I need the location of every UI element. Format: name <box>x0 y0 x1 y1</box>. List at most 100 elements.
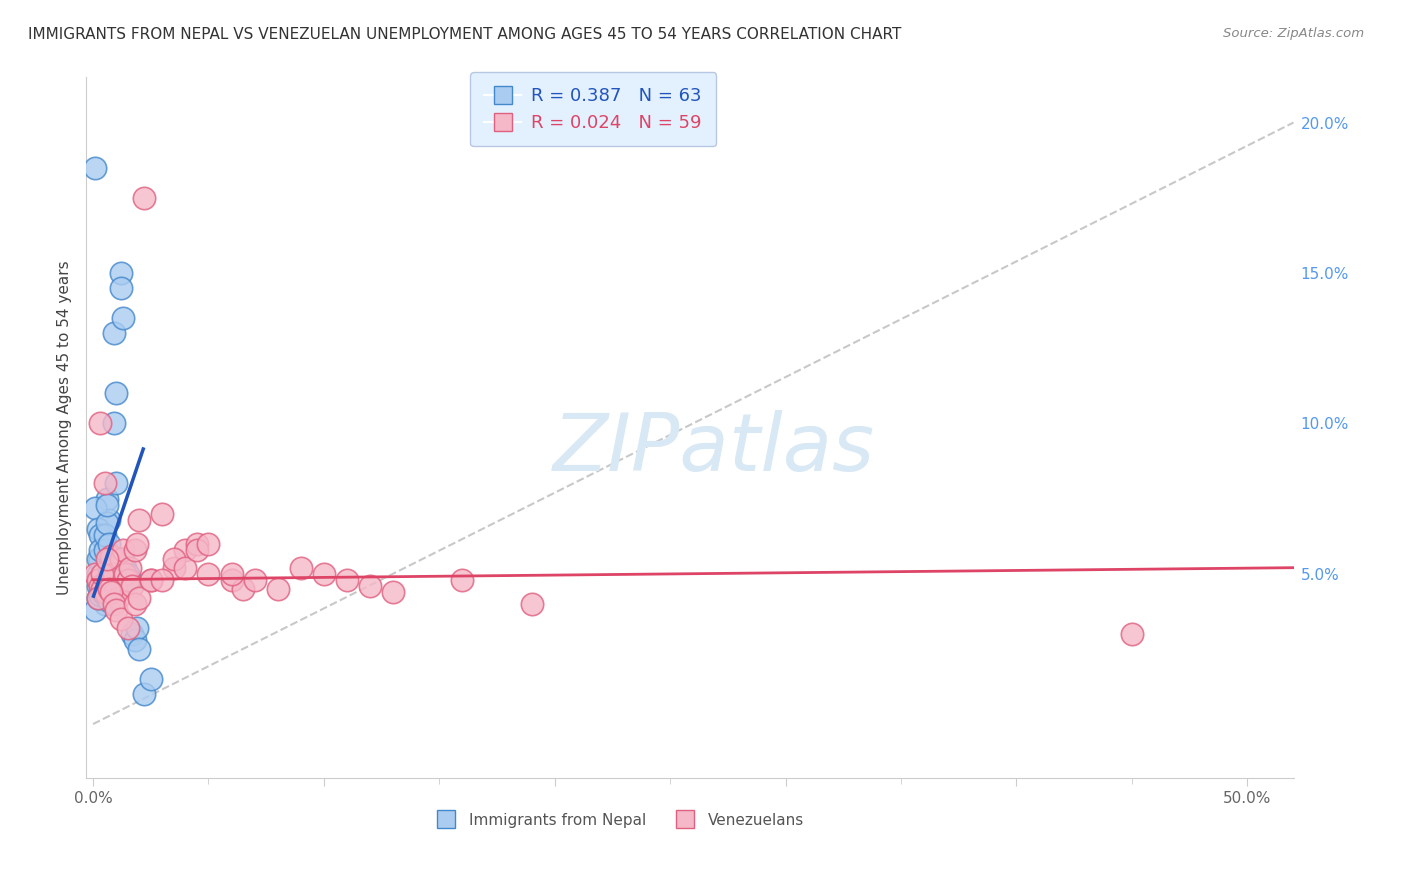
Point <box>128 591 150 605</box>
Point <box>1121 627 1143 641</box>
Point <box>451 573 474 587</box>
Point <box>96 591 118 605</box>
Point <box>139 573 162 587</box>
Point <box>86 522 108 536</box>
Point <box>105 386 128 401</box>
Point <box>186 536 208 550</box>
Point <box>93 542 115 557</box>
Point <box>103 597 125 611</box>
Point <box>96 551 118 566</box>
Y-axis label: Unemployment Among Ages 45 to 54 years: Unemployment Among Ages 45 to 54 years <box>58 260 72 595</box>
Point <box>118 560 141 574</box>
Point <box>111 311 134 326</box>
Point <box>382 584 405 599</box>
Point <box>186 542 208 557</box>
Point <box>107 573 129 587</box>
Text: IMMIGRANTS FROM NEPAL VS VENEZUELAN UNEMPLOYMENT AMONG AGES 45 TO 54 YEARS CORRE: IMMIGRANTS FROM NEPAL VS VENEZUELAN UNEM… <box>28 27 901 42</box>
Point <box>110 551 132 566</box>
Point <box>100 551 122 566</box>
Point <box>139 573 162 587</box>
Point <box>132 687 155 701</box>
Point <box>84 603 107 617</box>
Point <box>312 566 335 581</box>
Point <box>86 591 108 605</box>
Point <box>98 560 121 574</box>
Point <box>150 573 173 587</box>
Point <box>93 588 115 602</box>
Point <box>89 575 111 590</box>
Point <box>111 542 134 557</box>
Point <box>103 566 125 581</box>
Point <box>91 582 114 596</box>
Point <box>221 573 243 587</box>
Point <box>128 641 150 656</box>
Point <box>132 191 155 205</box>
Point <box>139 672 162 686</box>
Point <box>84 566 107 581</box>
Point <box>100 584 122 599</box>
Point <box>91 566 114 581</box>
Point <box>86 573 108 587</box>
Point <box>150 507 173 521</box>
Point <box>107 558 129 572</box>
Point <box>114 560 136 574</box>
Point <box>110 566 132 581</box>
Point <box>128 512 150 526</box>
Point <box>100 566 122 581</box>
Point <box>96 566 118 581</box>
Point <box>89 588 111 602</box>
Point <box>98 582 121 596</box>
Point <box>197 566 219 581</box>
Point <box>174 542 197 557</box>
Point <box>105 560 128 574</box>
Point <box>174 560 197 574</box>
Point <box>89 551 111 566</box>
Point <box>197 536 219 550</box>
Point <box>221 566 243 581</box>
Point <box>93 597 115 611</box>
Point <box>107 551 129 566</box>
Point <box>96 498 118 512</box>
Point <box>232 582 254 596</box>
Point <box>89 579 111 593</box>
Point <box>110 612 132 626</box>
Point <box>520 597 543 611</box>
Point <box>98 594 121 608</box>
Point <box>98 512 121 526</box>
Point <box>89 417 111 431</box>
Point <box>91 566 114 581</box>
Point <box>89 588 111 602</box>
Point <box>103 566 125 581</box>
Point <box>110 266 132 280</box>
Point <box>93 584 115 599</box>
Point <box>100 573 122 587</box>
Point <box>243 573 266 587</box>
Point <box>93 536 115 550</box>
Point <box>114 566 136 581</box>
Point <box>86 591 108 605</box>
Point <box>125 621 148 635</box>
Point <box>124 632 146 647</box>
Point <box>96 573 118 587</box>
Point <box>118 573 141 587</box>
Point <box>121 579 143 593</box>
Point <box>89 527 111 541</box>
Point <box>163 551 186 566</box>
Point <box>96 491 118 506</box>
Point <box>86 551 108 566</box>
Point <box>100 549 122 563</box>
Point <box>110 281 132 295</box>
Point <box>117 573 139 587</box>
Point <box>290 560 312 574</box>
Point <box>103 417 125 431</box>
Point <box>105 476 128 491</box>
Point <box>336 573 359 587</box>
Point <box>86 579 108 593</box>
Point <box>105 575 128 590</box>
Point <box>107 591 129 605</box>
Point <box>89 542 111 557</box>
Point <box>98 551 121 566</box>
Point <box>84 161 107 175</box>
Point <box>111 551 134 566</box>
Point <box>110 560 132 574</box>
